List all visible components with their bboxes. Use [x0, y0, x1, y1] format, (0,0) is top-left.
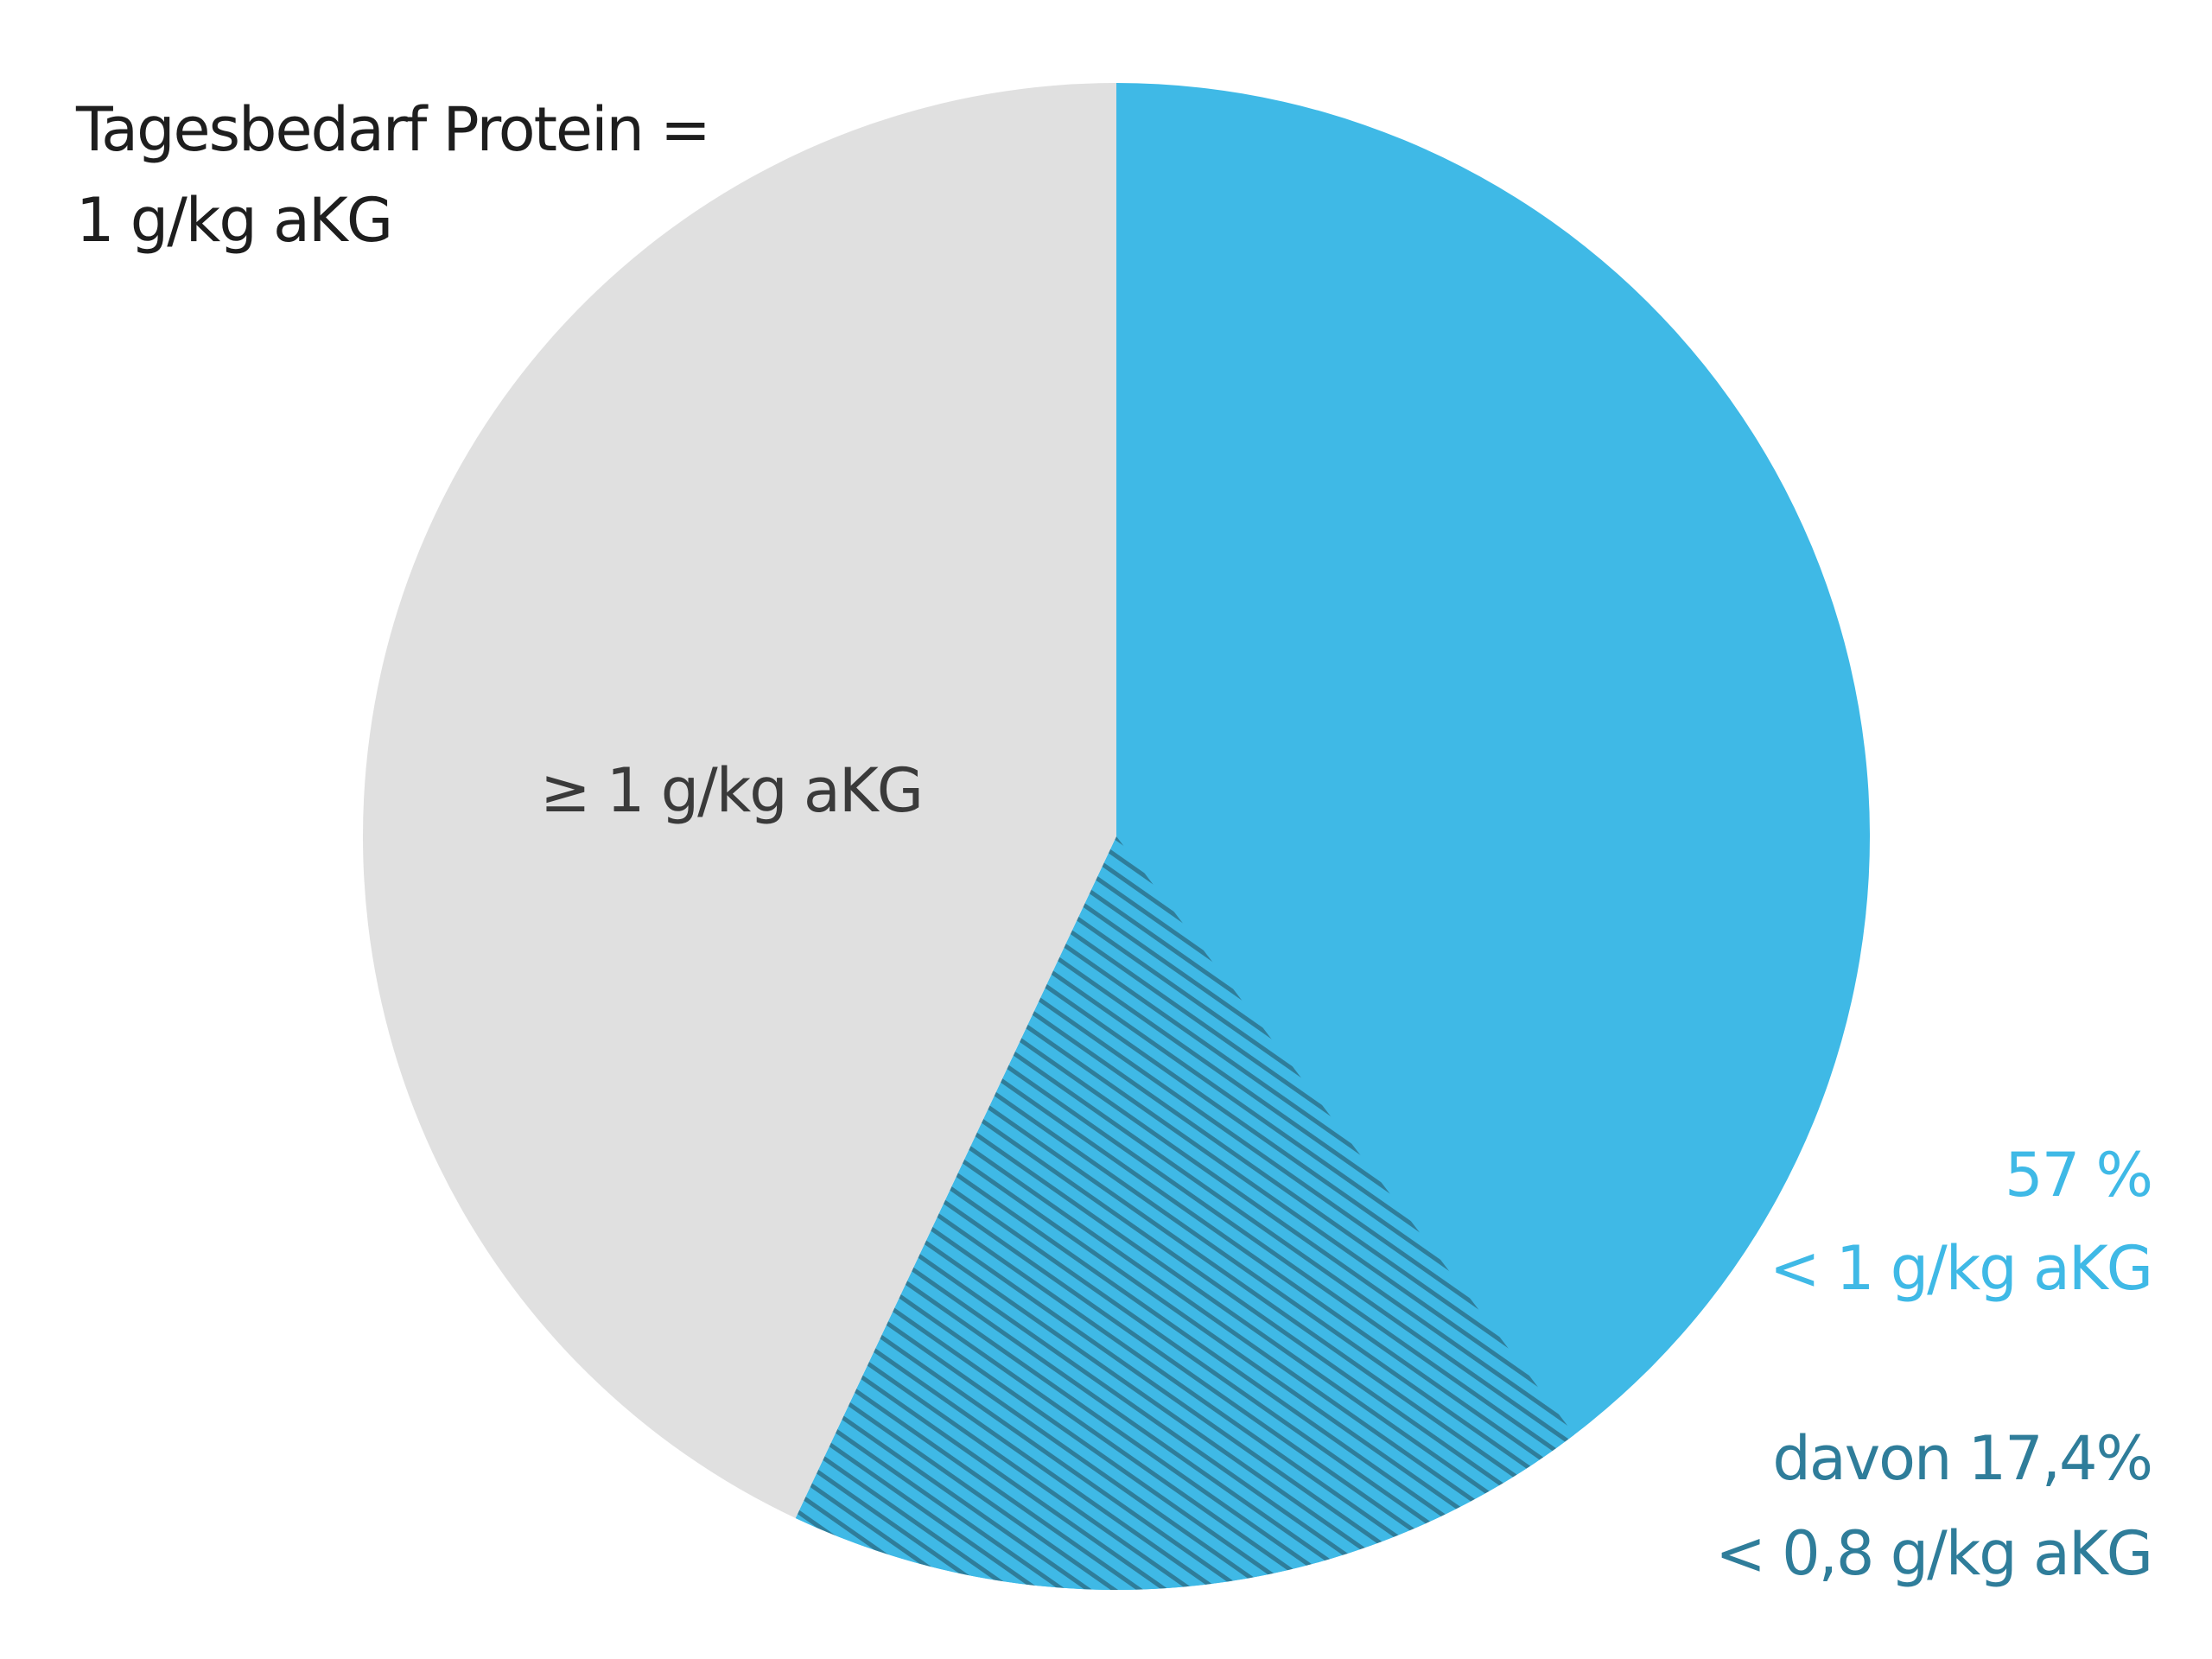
slice-ge-1	[363, 83, 1116, 1519]
sub-slice-label-lt-08: < 0,8 g/kg aKG	[1715, 1518, 2153, 1589]
slice-label-ge-1: ≥ 1 g/kg aKG	[540, 755, 924, 826]
slice-label-percent: 57 %	[2005, 1140, 2153, 1211]
chart-title-line-2: 1 g/kg aKG	[76, 185, 393, 256]
sub-slice-lt-08	[795, 836, 1575, 1590]
chart-title-line-1: Tagesbedarf Protein =	[76, 94, 711, 165]
slice-label-lt-1: < 1 g/kg aKG	[1770, 1233, 2153, 1304]
sub-slice-label-percent: davon 17,4%	[1772, 1423, 2153, 1494]
